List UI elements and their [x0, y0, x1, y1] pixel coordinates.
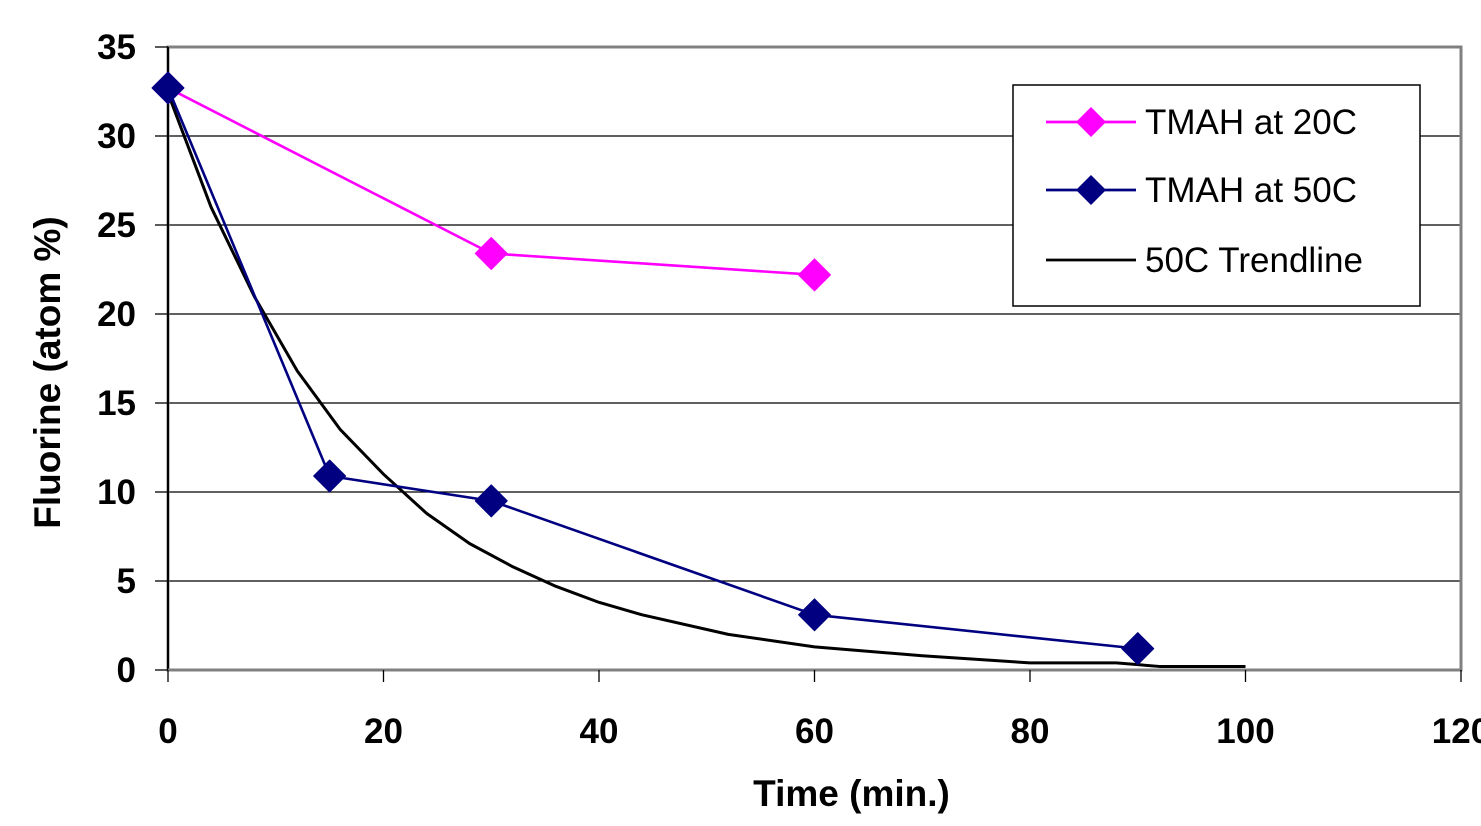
- axis-ticks: 0 5 10 15 20 25 30 35 0 20 40 60 80 100 120: [97, 28, 1481, 751]
- series-line-50c-trendline: [166, 92, 1246, 668]
- series-layer: [151, 71, 1246, 668]
- gridlines: [168, 135, 1461, 582]
- y-tick-label: 0: [117, 651, 136, 690]
- legend-label-tmah-50c: TMAH at 50C: [1145, 171, 1357, 210]
- series-line-tmah-at-50c: [166, 87, 1138, 650]
- y-tick-label: 20: [97, 295, 136, 334]
- x-tick-label: 100: [1216, 712, 1274, 751]
- x-tick-label: 40: [580, 712, 619, 751]
- data-point-tmah-at-50c: [1121, 632, 1155, 666]
- data-point-tmah-at-20c: [798, 258, 831, 292]
- y-axis-title: Fluorine (atom %): [27, 216, 68, 528]
- legend-item-50c-trendline: 50C Trendline: [1046, 241, 1363, 280]
- x-tick-label: 0: [158, 712, 177, 751]
- x-tick-label: 120: [1432, 712, 1481, 751]
- x-tick-label: 20: [364, 712, 403, 751]
- legend-diamond-marker-icon: [1076, 175, 1106, 205]
- data-point-tmah-at-50c: [474, 484, 508, 518]
- legend-item-tmah-50c: TMAH at 50C: [1046, 171, 1357, 210]
- legend-label-50c-trendline: 50C Trendline: [1145, 241, 1363, 280]
- data-point-tmah-at-50c: [798, 598, 831, 632]
- y-tick-label: 30: [97, 117, 136, 156]
- legend-label-tmah-20c: TMAH at 20C: [1145, 103, 1357, 142]
- data-point-tmah-at-20c: [474, 236, 508, 270]
- y-tick-label: 25: [97, 206, 136, 245]
- series-tmah-at-20c: [151, 71, 831, 292]
- legend: TMAH at 20C TMAH at 50C 50C Trendline: [1012, 84, 1421, 307]
- data-point-tmah-at-50c: [313, 459, 347, 493]
- x-axis-title: Time (min.): [753, 773, 950, 814]
- x-tick-label: 80: [1011, 712, 1050, 751]
- data-point-tmah-at-50c: [151, 71, 185, 105]
- legend-diamond-marker-icon: [1076, 107, 1106, 137]
- legend-item-tmah-20c: TMAH at 20C: [1046, 103, 1357, 142]
- y-tick-label: 5: [117, 562, 136, 601]
- y-tick-label: 10: [97, 473, 136, 512]
- y-tick-label: 15: [97, 384, 136, 423]
- x-tick-label: 60: [795, 712, 834, 751]
- series-tmah-at-50c: [151, 71, 1155, 666]
- y-tick-label: 35: [97, 28, 136, 67]
- series-50c-trendline: [166, 92, 1246, 668]
